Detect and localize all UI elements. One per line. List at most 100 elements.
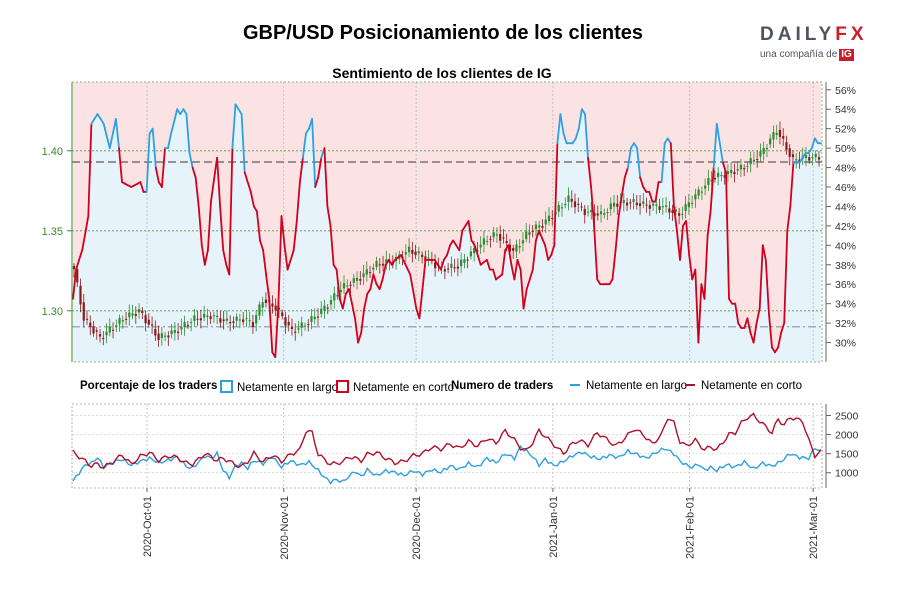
price-candle-body [486,240,489,242]
price-candle-body [746,165,749,167]
legend-num-long: Netamente en largo [570,380,687,392]
net-short-pct-segment [703,234,709,300]
net-short-pct-segment [317,156,323,179]
logo-word-left: DAILY [760,24,836,45]
net-short-pct-segment [283,244,289,271]
net-short-pct-segment [694,268,700,344]
price-candle-body [629,202,632,204]
pct-tick-label: 36% [835,279,856,291]
price-candle-body [235,316,238,321]
net-short-pct-segment [676,229,681,261]
logo-brand: IG [839,49,854,61]
price-candle-body [316,316,320,318]
net-short-pct-segment [314,176,320,188]
net-short-pct-segment [461,224,467,232]
net-short-pct-segment [777,331,782,349]
price-candle-body [167,335,170,338]
price-candle-body [303,325,307,327]
net-short-pct-segment [553,142,559,247]
price-candle-body [664,205,668,207]
price-candle-body [92,326,95,334]
net-short-pct-segment [87,122,93,218]
price-candle-body [203,313,206,318]
price-candle-body [720,174,723,177]
net-short-pct-segment [768,312,773,349]
net-short-pct-segment [746,317,752,334]
price-candle-body [609,203,612,210]
legend-pct-title: Porcentaje de los traders [80,380,218,392]
net-short-pct-segment [608,278,614,286]
net-short-pct-segment [381,263,387,281]
net-short-pct-segment [593,224,599,281]
price-candle-body [105,331,108,336]
net-short-pct-segment [228,147,234,276]
price-candle-body [362,273,365,278]
price-candle-body [141,310,144,313]
price-candle-body [678,213,681,216]
price-candle-body [284,317,287,326]
price-candle-body [534,224,538,230]
price-candle-body [147,319,150,325]
price-candle-body [177,331,180,333]
price-candle-body [297,328,300,330]
price-candle-body [593,212,596,217]
price-candle-body [752,159,756,162]
net-long-pct-segment [798,156,804,164]
net-long-pct-segment [636,147,641,179]
price-tick-label: 1.30 [42,306,63,318]
net-short-pct-segment [596,278,602,286]
price-candle-body [310,316,313,322]
price-candle-body [564,204,567,206]
net-short-pct-segment [789,161,795,208]
net-long-pct-segment [311,118,317,188]
net-short-pct-segment [728,297,733,305]
price-candle-body [583,209,586,216]
pct-tick-label: 48% [835,163,856,175]
net-short-pct-segment [452,239,458,247]
net-long-pct-segment [182,108,188,115]
net-short-pct-segment [516,258,522,271]
price-candle-body [313,316,316,320]
price-candle-body [694,194,697,200]
price-candle-body [469,251,472,257]
pct-tick-label: 40% [835,240,856,252]
net-long-pct-segment [151,127,157,169]
legend-short-dash-icon [685,384,695,386]
pct-tick-label: 46% [835,182,856,194]
price-candle-body [671,210,674,214]
net-long-pct-segment [666,137,672,145]
price-candle-body [499,234,502,241]
price-candle-body [756,159,759,161]
net-long-pct-segment [559,113,565,135]
price-candle-body [329,300,333,305]
net-long-pct-segment [814,137,819,145]
price-candle-body [570,198,573,202]
price-candle-body [163,335,167,337]
net-long-pct-segment [577,108,583,130]
num-tick-label: 2000 [835,430,859,442]
net-short-pct-segment [160,147,166,188]
x-tick-label: 2020-Nov-01 [279,496,291,560]
x-tick-label: 2021-Feb-01 [685,496,697,559]
price-candle-body [661,206,664,208]
price-candle-body [489,238,492,240]
price-candle-body [684,204,687,211]
price-candle-body [723,175,726,178]
net-long-pct-segment [173,108,179,123]
net-short-pct-segment [246,181,252,193]
price-candle-body [697,189,700,196]
net-short-pct-segment [458,229,464,252]
num-tick-label: 1000 [835,468,859,480]
net-short-pct-segment [442,254,448,261]
net-short-pct-segment [654,181,660,203]
price-candle-body [258,304,261,316]
legend-pct-long-label: Netamente en largo [237,382,339,394]
price-candle-body [795,159,798,161]
price-candle-body [638,203,642,207]
price-candle-body [137,309,141,313]
net-short-pct-segment [786,205,792,232]
price-candle-body [560,207,564,209]
price-candle-body [577,203,580,205]
price-candle-body [242,319,245,323]
x-tick-label: 2020-Dec-01 [411,496,423,560]
